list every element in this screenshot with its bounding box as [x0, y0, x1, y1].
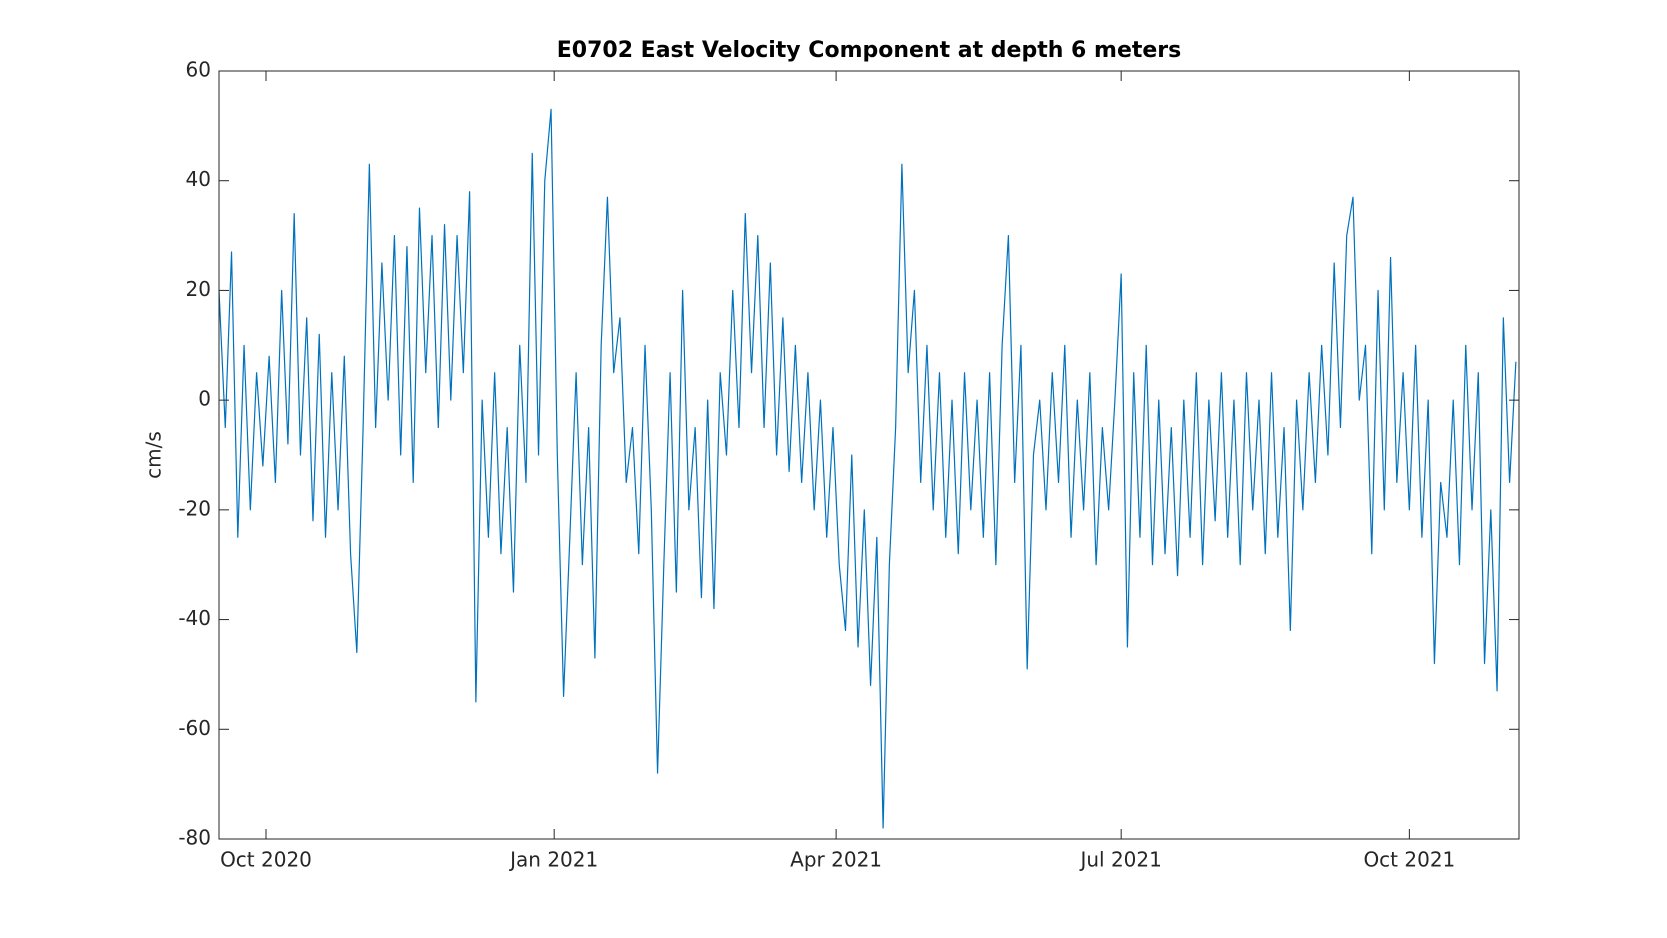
axes-box: [218, 70, 1520, 840]
data-line: [219, 108, 1517, 829]
y-tick-label: -40: [178, 606, 211, 630]
y-tick-label: -20: [178, 496, 211, 520]
y-tick-label: -60: [178, 716, 211, 740]
x-tick-label: Jul 2021: [1078, 848, 1161, 872]
x-tick-label: Apr 2021: [790, 848, 882, 872]
y-axis-label: cm/s: [142, 431, 166, 479]
x-tick-label: Oct 2021: [1363, 848, 1455, 872]
x-tick-label: Oct 2020: [220, 848, 312, 872]
y-tick-label: -80: [178, 826, 211, 850]
y-tick-label: 20: [186, 277, 211, 301]
x-tick-label: Jan 2021: [508, 848, 598, 872]
y-tick-label: 0: [198, 387, 211, 411]
y-tick-label: 60: [186, 58, 211, 82]
y-tick-label: 40: [186, 167, 211, 191]
chart-title: E0702 East Velocity Component at depth 6…: [557, 38, 1182, 63]
